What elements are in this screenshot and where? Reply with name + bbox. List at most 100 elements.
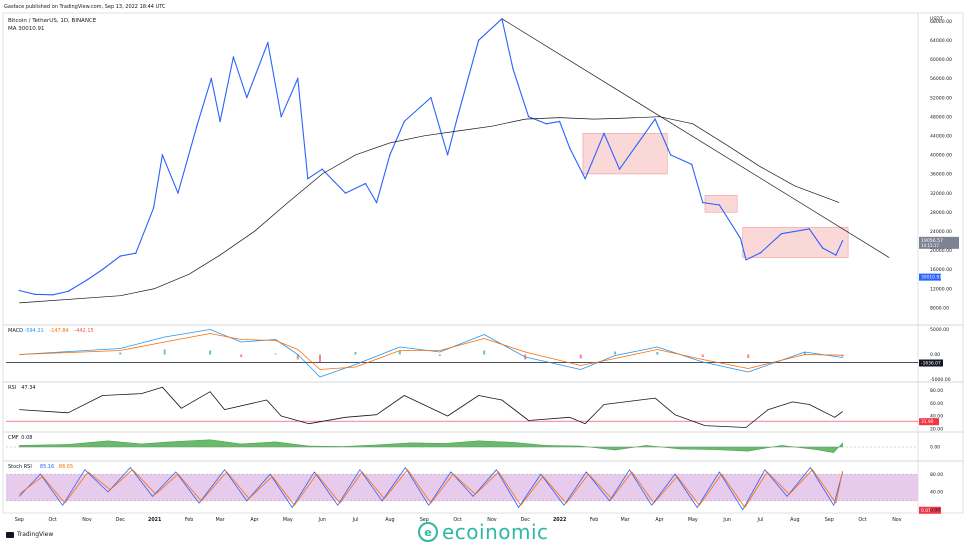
macd-series-line (19, 329, 843, 378)
indicator-value: -442.15 (74, 328, 93, 334)
macd-level-label: -1636.07 (921, 361, 941, 367)
x-tick-label: Mar (216, 517, 225, 523)
rsi-series-line (19, 386, 843, 428)
indicator-value: 0.08 (21, 435, 32, 441)
price-point (603, 132, 605, 135)
x-tick-label: Nov (487, 517, 497, 523)
macd-histogram-bar (240, 354, 243, 357)
trend-line (501, 18, 890, 258)
price-point (501, 18, 503, 20)
y-tick-label: 0.00 (930, 445, 940, 451)
x-tick-label: Mar (621, 517, 630, 523)
macd-histogram-bar (841, 354, 844, 357)
price-point (34, 293, 36, 296)
x-tick-label: Jul (352, 517, 359, 523)
last-price-badge (919, 236, 959, 249)
stoch-badge-label: 0.07 (921, 508, 931, 514)
symbol-title: Bitcoin / TetherUS, 1D, BINANCE (8, 18, 97, 24)
price-point (67, 290, 69, 293)
price-point (51, 294, 54, 296)
price-point (654, 118, 656, 120)
macd-level-badge (919, 359, 943, 367)
y-tick-label: 0.00 (930, 352, 940, 358)
stoch-badge (919, 506, 941, 514)
y-tick-label: 80.00 (930, 388, 943, 394)
price-point (477, 39, 480, 41)
price-point (297, 77, 299, 80)
price-point (568, 147, 571, 149)
ma-value-label: 30010.91 (921, 275, 942, 281)
consolidation-zone (582, 133, 668, 175)
price-point (702, 201, 704, 204)
price-point (545, 123, 548, 125)
stoch-band (6, 474, 918, 501)
x-tick-label: May (688, 517, 698, 523)
macd-histogram-bar (398, 351, 401, 355)
moving-average-line (19, 116, 840, 304)
macd-histogram-bar (747, 354, 750, 358)
x-tick-label: Jun (317, 517, 326, 523)
y-tick-label: 24000.00 (930, 229, 952, 235)
last-price-countdown: 14:15:17 (921, 243, 939, 248)
price-point (196, 125, 198, 127)
x-tick-label: Apr (655, 517, 663, 523)
y-tick-label: 80.00 (930, 472, 943, 478)
macd-histogram-bar (209, 350, 212, 355)
price-point (232, 56, 235, 58)
stoch_rsi-series-line (19, 467, 843, 511)
x-tick-label: Dec (521, 517, 531, 523)
x-tick-label: Sep (420, 517, 429, 523)
plot-border (2, 12, 964, 514)
y-tick-label: 0.00 (930, 507, 940, 513)
y-tick-label: 64000.00 (930, 38, 952, 44)
y-tick-label: 40.00 (930, 414, 943, 420)
y-tick-label: 68000.00 (930, 19, 952, 25)
x-tick-label: Feb (185, 517, 194, 523)
x-tick-label: 2022 (553, 517, 566, 523)
x-tick-label: Oct (48, 517, 56, 523)
indicator-title: MACD (8, 328, 23, 334)
tradingview-icon (6, 532, 14, 538)
price-point (739, 237, 742, 240)
y-tick-label: 60.00 (930, 401, 943, 407)
macd-histogram-bar (803, 352, 806, 355)
x-tick-label: Sep (825, 517, 834, 523)
x-tick-label: Dec (116, 517, 126, 523)
price-point (430, 96, 432, 99)
macd-histogram-bar (656, 352, 659, 355)
rsi-pane (6, 386, 939, 428)
y-tick-label: 20000.00 (930, 248, 952, 254)
ma-legend: MA 30010.91 (8, 26, 45, 32)
y-tick-label: 16000.00 (930, 267, 952, 273)
price-point (375, 201, 378, 204)
y-tick-label: 5000.00 (930, 327, 949, 333)
indicator-title: RSI (8, 385, 16, 391)
price-point (821, 247, 824, 249)
ecoinomic-coin-icon: e (418, 522, 438, 542)
price-point (835, 254, 837, 256)
price-point (246, 96, 248, 99)
macd-histogram-bar (354, 352, 357, 355)
price-point (759, 252, 762, 254)
cmf-area (19, 439, 843, 453)
y-tick-label: 28000.00 (930, 210, 952, 216)
macd-histogram-bar (163, 349, 166, 355)
x-tick-label: Nov (82, 517, 92, 523)
price-point (403, 120, 406, 123)
macd-histogram-bar (579, 354, 582, 359)
macd-histogram-bar (296, 354, 299, 360)
price-point (841, 240, 844, 242)
y-tick-label: 36000.00 (930, 172, 952, 178)
y-tick-label: -5000.00 (930, 377, 951, 383)
published-info: Gasface published on TradingView.com, Se… (4, 4, 166, 10)
y-tick-label: 32000.00 (930, 191, 952, 197)
y-tick-label: 52000.00 (930, 95, 952, 101)
macd-series-line (19, 333, 843, 370)
price-point (119, 255, 121, 257)
cmf-pane (6, 439, 918, 453)
rsi-level-label: 31.90 (921, 419, 934, 425)
price-point (161, 154, 164, 156)
price-point (307, 178, 309, 180)
x-tick-label: Jun (722, 517, 731, 523)
